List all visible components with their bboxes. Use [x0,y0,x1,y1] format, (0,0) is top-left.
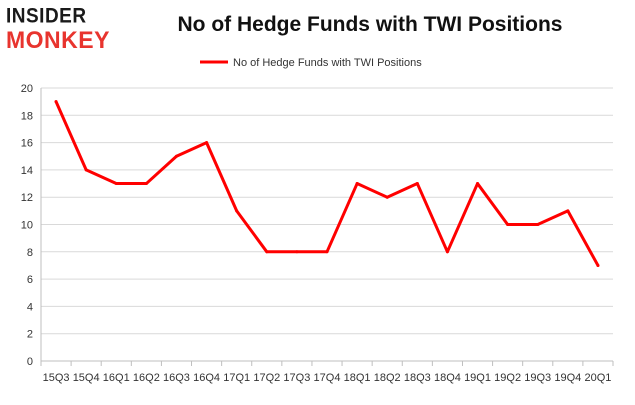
data-point [445,250,449,254]
legend: No of Hedge Funds with TWI Positions [200,57,422,69]
y-tick-label: 4 [27,301,33,313]
x-tick-label: 18Q2 [374,372,401,384]
x-tick-label: 18Q1 [344,372,371,384]
x-tick-label: 17Q1 [223,372,250,384]
data-point [355,182,359,186]
x-tick-label: 16Q4 [193,372,220,384]
y-tick-label: 16 [21,138,33,150]
x-tick-label: 18Q3 [404,372,431,384]
x-tick-label: 15Q4 [73,372,100,384]
data-point [114,182,118,186]
y-tick-label: 2 [27,329,33,341]
data-point [205,141,209,145]
data-point [325,250,329,254]
data-point [536,223,540,226]
x-tick-label: 19Q3 [524,372,551,384]
data-point [566,209,570,213]
x-tick-label: 16Q2 [133,372,160,384]
data-point [415,182,419,186]
legend-label: No of Hedge Funds with TWI Positions [233,57,422,69]
y-tick-label: 0 [27,356,33,368]
x-tick-label: 17Q2 [253,372,280,384]
x-tick-label: 15Q3 [43,372,70,384]
y-tick-label: 8 [27,247,33,259]
data-point [84,168,88,172]
series-line [54,100,600,267]
data-point [54,100,58,104]
chart-title: No of Hedge Funds with TWI Positions [177,13,563,36]
data-point [235,209,239,213]
y-tick-label: 20 [21,83,33,95]
insider-monkey-logo: INSIDER MONKEY [6,6,118,52]
x-tick-label: 17Q4 [314,372,341,384]
x-tick-label: 19Q4 [554,372,581,384]
x-tick-label: 16Q1 [103,372,130,384]
x-tick-label: 17Q3 [283,372,310,384]
data-point [174,154,178,158]
data-point [596,263,600,267]
x-tick-label: 20Q1 [584,372,611,384]
data-point [385,195,389,199]
x-tick-label: 19Q1 [464,372,491,384]
data-point [144,182,148,186]
y-tick-label: 6 [27,274,33,286]
y-tick-label: 10 [21,220,33,232]
data-point [265,250,269,254]
data-point [506,223,510,226]
x-tick-label: 16Q3 [163,372,190,384]
logo-line-insider: INSIDER [6,4,87,29]
data-point [476,182,480,186]
data-point [295,250,299,254]
y-tick-label: 14 [21,165,33,177]
y-tick-label: 18 [21,110,33,122]
y-tick-label: 12 [21,192,33,204]
logo-line-monkey: MONKEY [6,25,110,54]
x-tick-label: 19Q2 [494,372,521,384]
x-tick-label: 18Q4 [434,372,461,384]
